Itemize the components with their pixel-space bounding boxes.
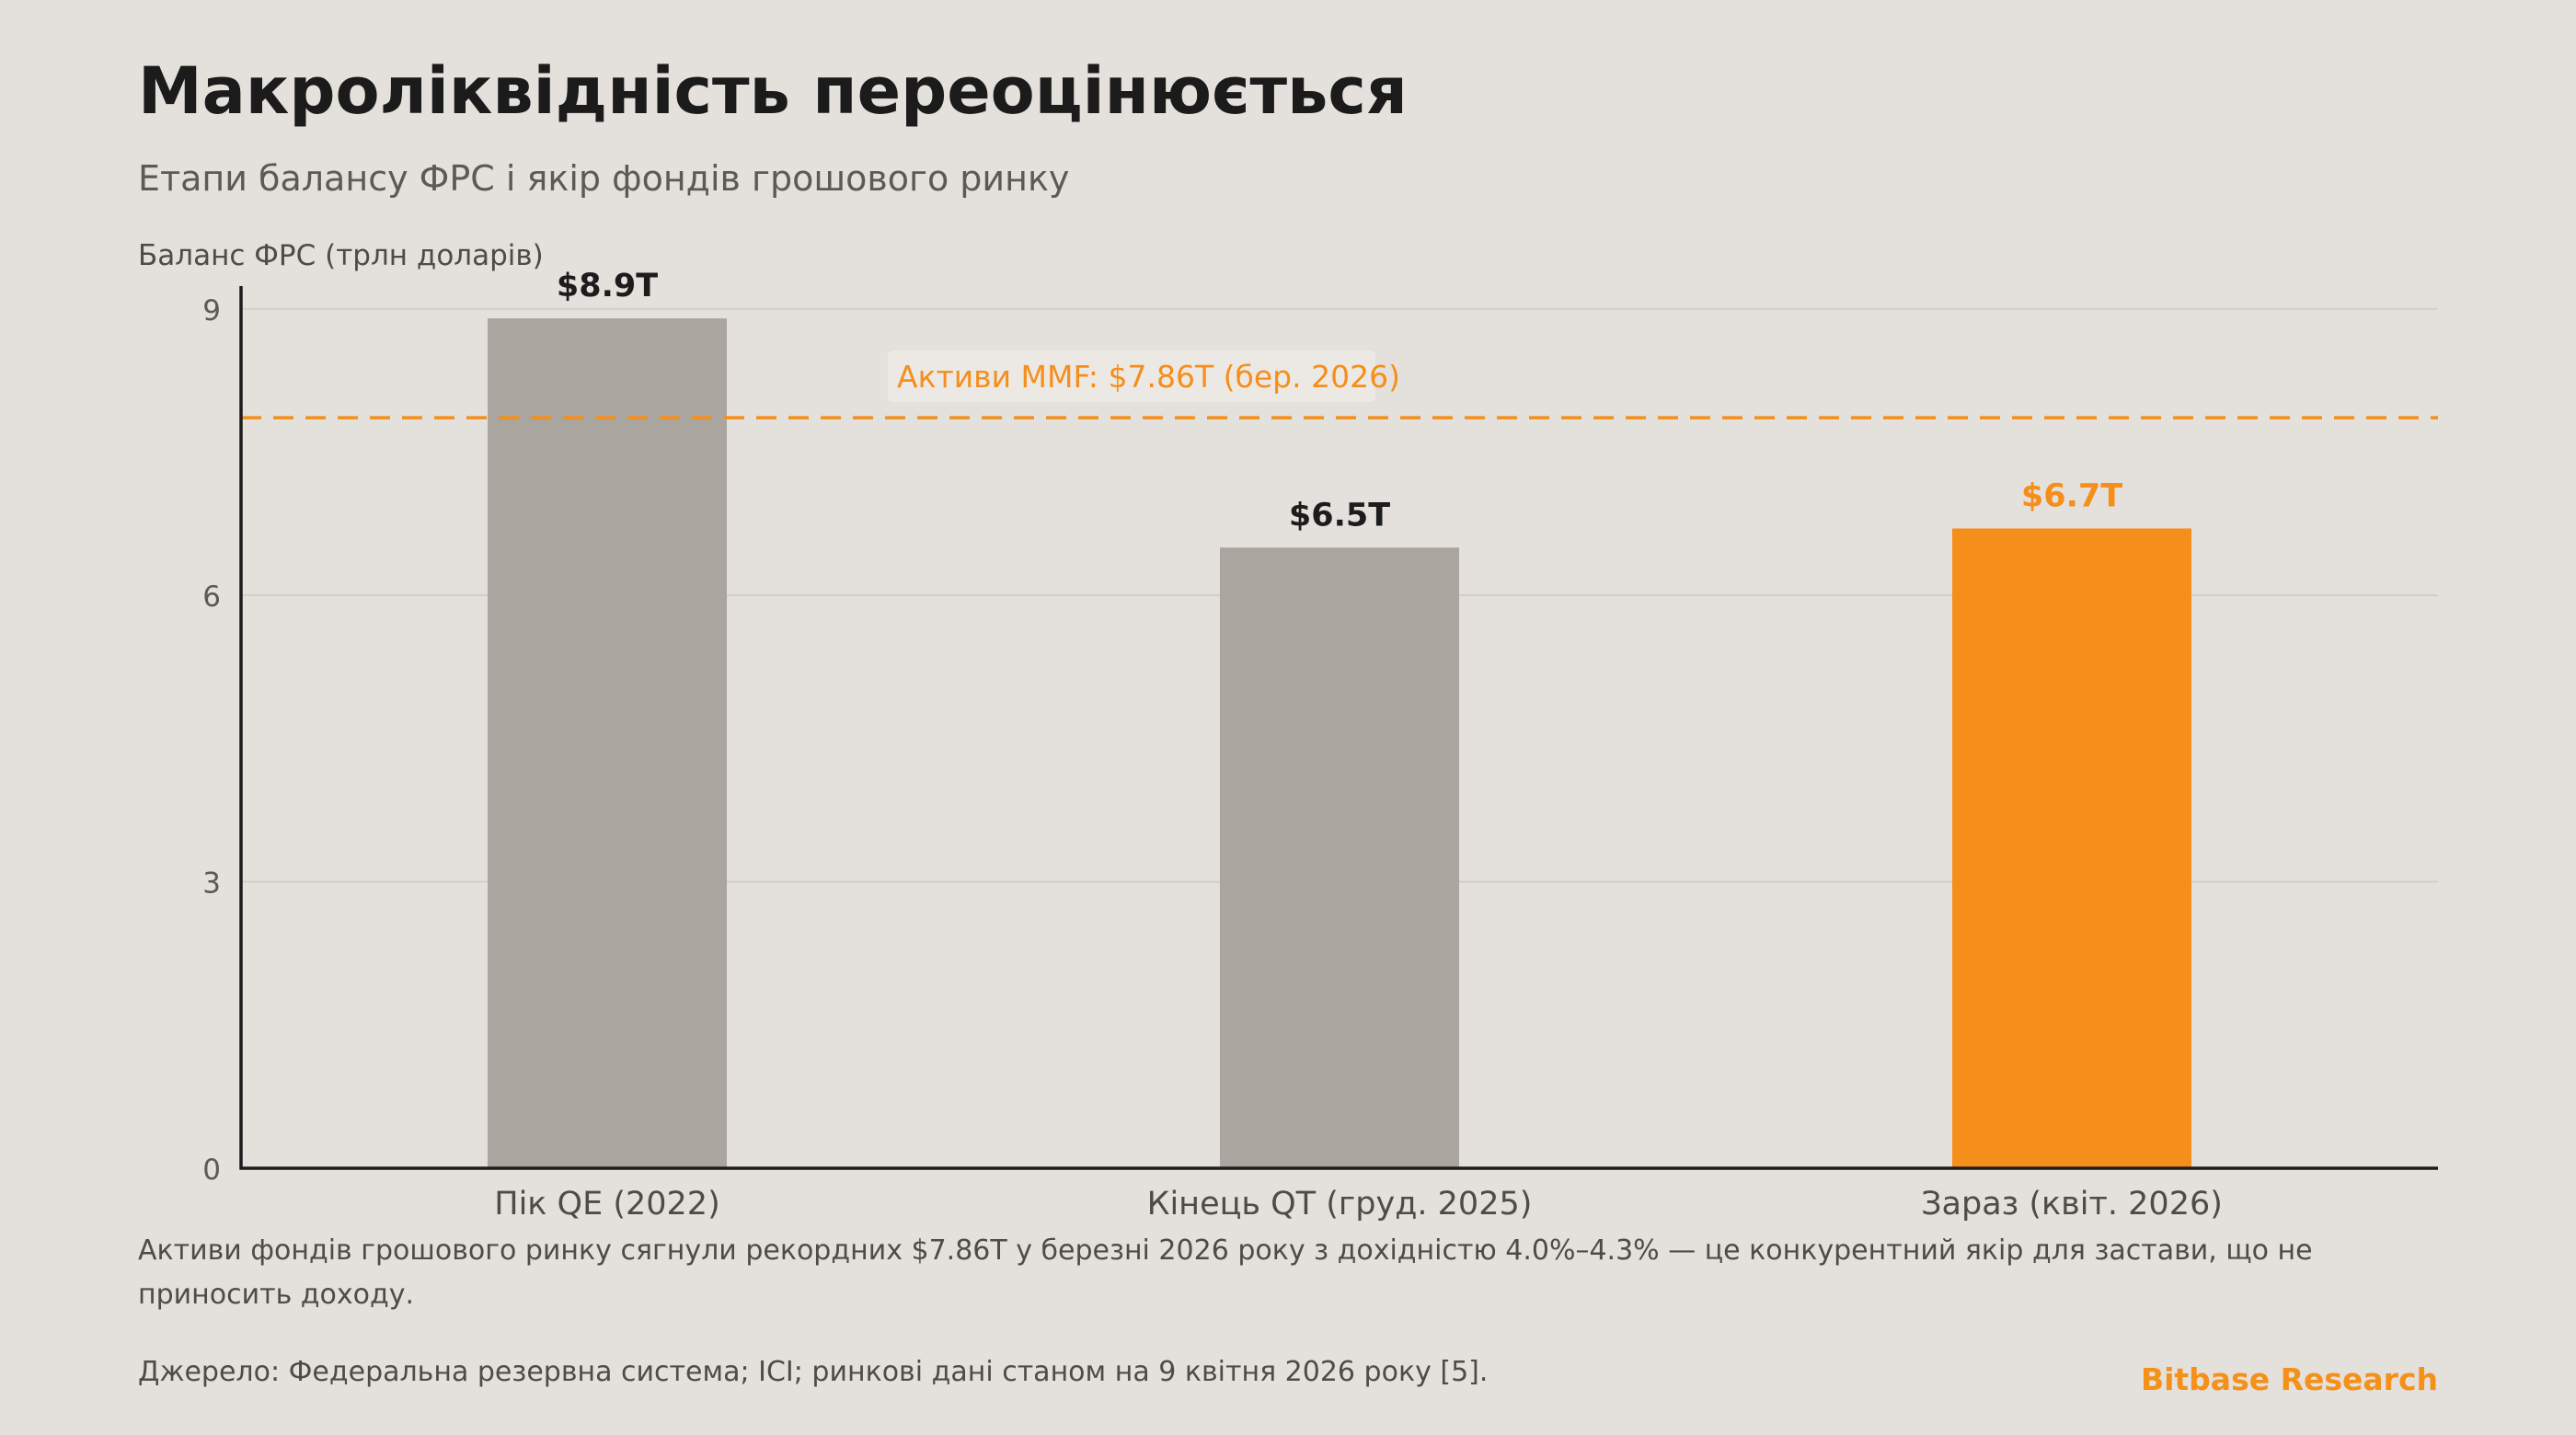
labels: 0 3 6 9 $8.9T Пік QE (2022) $6.5T Кінець QT (гр… (202, 268, 2223, 1223)
y-tick-label: 3 (202, 867, 221, 901)
reference-line-label: Активи MMF: $7.86T (бер. 2026) (897, 359, 1400, 395)
reference-label-background (888, 350, 1375, 403)
bar (488, 318, 727, 1168)
axes (239, 286, 2438, 1170)
source-note: Джерело: Федеральна резервна система; IC… (138, 1356, 1489, 1388)
y-tick-label: 0 (202, 1154, 221, 1187)
bar-chart: Активи MMF: $7.86T (бер. 2026) 0 3 6 9 $8.9T… (202, 268, 2438, 1223)
bar (1220, 547, 1459, 1168)
bar-value-label: $8.9T (557, 268, 658, 304)
chart-subtitle: Етапи балансу ФРС і якір фондів грошовог… (138, 158, 1070, 199)
bar-value-label: $6.7T (2021, 478, 2122, 515)
chart-caption: Активи фондів грошового ринку сягнули ре… (138, 1234, 2313, 1311)
x-tick-label: Пік QE (2022) (494, 1186, 719, 1223)
y-axis-label: Баланс ФРС (трлн доларів) (138, 239, 544, 272)
reference-line-group: Активи MMF: $7.86T (бер. 2026) (241, 350, 2438, 419)
x-tick-label: Кінець QT (груд. 2025) (1147, 1186, 1533, 1223)
x-tick-label: Зараз (квіт. 2026) (1921, 1186, 2223, 1223)
y-tick-label: 6 (202, 580, 221, 614)
chart-title: Макроліквідність переоцінюється (138, 53, 1408, 129)
bar-value-label: $6.5T (1289, 497, 1390, 534)
bars (488, 318, 2191, 1168)
brand-logo-text: Bitbase Research (2140, 1361, 2438, 1397)
bar (1952, 528, 2191, 1168)
y-tick-label: 9 (202, 294, 221, 327)
